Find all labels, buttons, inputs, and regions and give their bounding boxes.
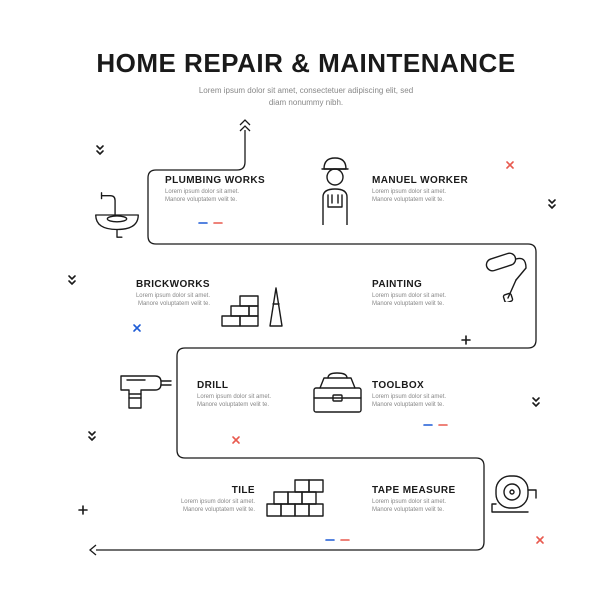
header: HOME REPAIR & MAINTENANCE Lorem ipsum do… [0, 48, 612, 109]
item-title-brick: BRICKWORKS [110, 279, 210, 290]
paint-roller-icon [480, 250, 532, 302]
bricks-icon [220, 280, 290, 330]
tape-measure-icon [490, 468, 538, 516]
item-title-worker: MANUEL WORKER [372, 175, 468, 186]
drill-icon [115, 370, 175, 412]
sink-icon [88, 190, 146, 240]
page-title: HOME REPAIR & MAINTENANCE [0, 48, 612, 79]
item-title-toolbox: TOOLBOX [372, 380, 446, 391]
item-title-tile: TILE [155, 485, 255, 496]
item-plumbing: PLUMBING WORKS Lorem ipsum dolor sit ame… [165, 175, 265, 205]
item-title-painting: PAINTING [372, 279, 446, 290]
item-worker: MANUEL WORKER Lorem ipsum dolor sit amet… [372, 175, 468, 205]
item-desc-plumbing: Lorem ipsum dolor sit amet. Manore volup… [165, 188, 265, 205]
item-drill: DRILL Lorem ipsum dolor sit amet. Manore… [197, 380, 271, 410]
item-tape: TAPE MEASURE Lorem ipsum dolor sit amet.… [372, 485, 456, 515]
item-painting: PAINTING Lorem ipsum dolor sit amet. Man… [372, 279, 446, 309]
item-title-tape: TAPE MEASURE [372, 485, 456, 496]
item-brick: BRICKWORKS Lorem ipsum dolor sit amet. M… [110, 279, 210, 309]
item-title-drill: DRILL [197, 380, 271, 391]
toolbox-icon [310, 370, 365, 414]
worker-icon [310, 155, 360, 225]
item-tile: TILE Lorem ipsum dolor sit amet. Manore … [155, 485, 255, 515]
item-title-plumbing: PLUMBING WORKS [165, 175, 265, 186]
tiles-icon [265, 472, 327, 518]
item-toolbox: TOOLBOX Lorem ipsum dolor sit amet. Mano… [372, 380, 446, 410]
page-subtitle: Lorem ipsum dolor sit amet, consectetuer… [0, 85, 612, 109]
